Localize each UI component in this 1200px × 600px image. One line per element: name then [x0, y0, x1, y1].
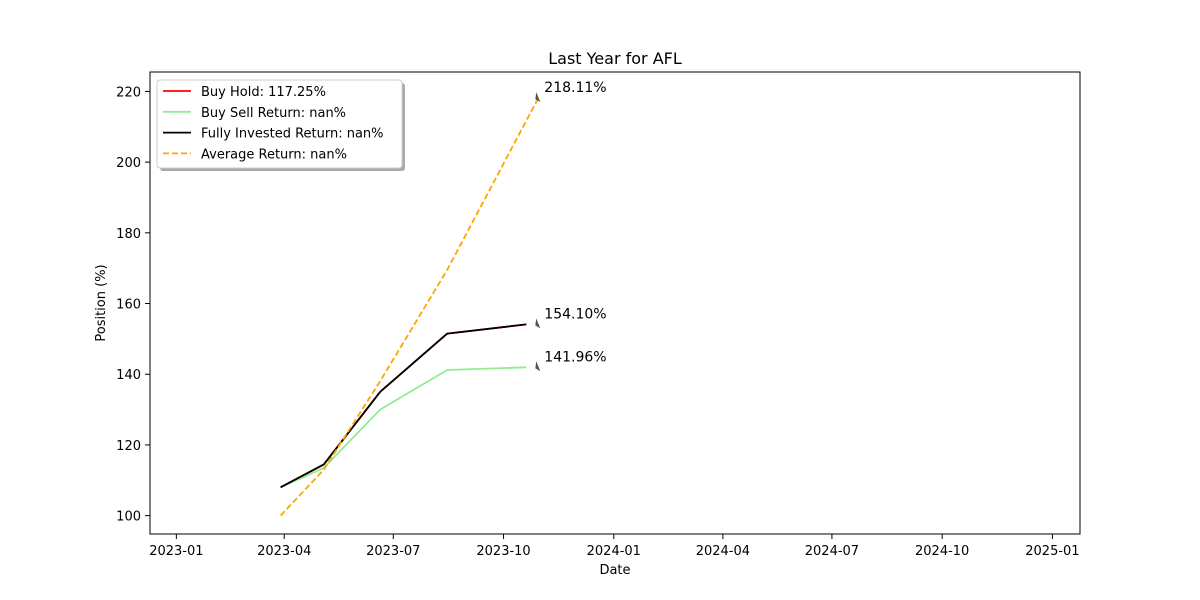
legend-label: Buy Sell Return: nan% [201, 106, 346, 121]
y-axis-label: Position (%) [94, 264, 109, 341]
legend: Buy Hold: 117.25% Buy Sell Return: nan% Fu… [156, 79, 405, 171]
x-tick-label: 2023-07 [366, 544, 420, 559]
y-tick-label: 100 [116, 510, 141, 525]
y-tick-label: 200 [116, 156, 141, 171]
plot-area: 2023-01 2023-04 2023-07 2023-10 2024-01 2024-… [116, 71, 1081, 559]
annotation-arrow [535, 92, 541, 103]
legend-box [156, 79, 403, 169]
x-tick-label: 2023-01 [149, 544, 203, 559]
x-tick-label: 2024-07 [805, 544, 859, 559]
series-line-4 [279, 97, 540, 517]
annotation-label: 154.10% [544, 306, 606, 322]
legend-label: Average Return: nan% [201, 147, 347, 162]
x-tick-label: 2024-04 [696, 544, 750, 559]
y-tick-label: 180 [116, 227, 141, 242]
series-line-1 [280, 323, 527, 489]
y-tick-label: 220 [116, 85, 141, 100]
series-line-3 [280, 323, 527, 489]
x-tick-label: 2024-01 [587, 544, 641, 559]
x-axis-label: Date [599, 563, 630, 578]
annotation-label: 218.11% [544, 80, 606, 96]
y-tick-label: 160 [116, 298, 141, 313]
y-tick-label: 140 [116, 368, 141, 383]
series-line-2 [280, 366, 527, 489]
legend-label: Fully Invested Return: nan% [201, 127, 384, 142]
x-tick-label: 2023-04 [257, 544, 311, 559]
legend-label: Buy Hold: 117.25% [201, 85, 326, 100]
x-tick-label: 2023-10 [476, 544, 530, 559]
annotation-arrow [535, 361, 541, 372]
x-tick-label: 2025-01 [1025, 544, 1079, 559]
chart-title: Last Year for AFL [548, 49, 682, 68]
x-tick-label: 2024-10 [915, 544, 969, 559]
y-tick-label: 120 [116, 439, 141, 454]
annotation-label: 141.96% [544, 349, 606, 365]
annotation-arrow [535, 318, 541, 329]
axes-frame [149, 71, 1081, 535]
